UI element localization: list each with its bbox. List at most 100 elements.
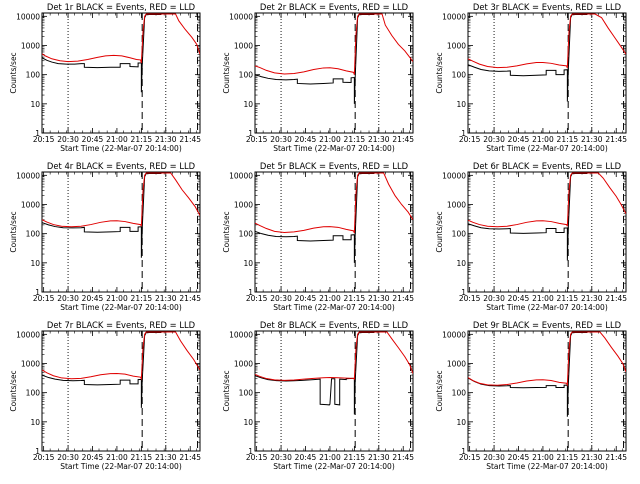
x-tick-label: 20:45 [82, 294, 104, 303]
x-axis-label: Start Time (22-Mar-07 20:14:00) [60, 462, 182, 471]
y-tick-label: 1 [248, 447, 253, 456]
x-tick-label: 20:15 [33, 294, 55, 303]
x-tick-label: 21:45 [179, 453, 201, 462]
x-tick-label: 21:45 [392, 135, 414, 144]
y-tick-label: 100 [452, 230, 467, 239]
y-axis-label: Counts/sec [222, 52, 231, 93]
x-tick-label: 21:15 [344, 453, 366, 462]
y-tick-label: 1000 [21, 41, 40, 50]
y-axis-label: Counts/sec [9, 211, 18, 252]
x-tick-label: 20:30 [270, 294, 292, 303]
x-tick-label: 21:30 [581, 294, 603, 303]
x-tick-label: 21:15 [557, 453, 579, 462]
x-tick-label: 21:45 [392, 453, 414, 462]
lld-series-line [255, 13, 413, 75]
x-tick-label: 21:30 [155, 135, 177, 144]
y-tick-label: 100 [452, 71, 467, 80]
x-tick-label: 20:30 [270, 135, 292, 144]
events-series-line [255, 13, 383, 104]
y-axis-label: Counts/sec [435, 370, 444, 411]
y-tick-label: 10 [30, 418, 40, 427]
x-tick-label: 20:15 [246, 453, 268, 462]
x-axis-label: Start Time (22-Mar-07 20:14:00) [486, 144, 608, 153]
x-tick-label: 20:30 [483, 294, 505, 303]
x-axis-label: Start Time (22-Mar-07 20:14:00) [60, 144, 182, 153]
events-series-line [42, 172, 171, 258]
y-axis-label: Counts/sec [222, 370, 231, 411]
panel-title: Det 3r BLACK = Events, RED = LLD [473, 2, 621, 12]
y-tick-label: 10000 [16, 330, 40, 339]
x-tick-label: 21:15 [344, 135, 366, 144]
panel-title: Det 2r BLACK = Events, RED = LLD [260, 2, 408, 12]
x-tick-label: 21:15 [131, 294, 153, 303]
y-tick-label: 1 [248, 288, 253, 297]
y-tick-label: 10000 [229, 330, 253, 339]
lld-series-line [468, 13, 626, 69]
x-tick-label: 20:30 [483, 453, 505, 462]
x-axis-label: Start Time (22-Mar-07 20:14:00) [273, 303, 395, 312]
x-tick-label: 21:30 [368, 294, 390, 303]
y-tick-label: 100 [26, 71, 41, 80]
x-tick-label: 21:00 [319, 135, 341, 144]
x-axis-label: Start Time (22-Mar-07 20:14:00) [486, 303, 608, 312]
x-tick-label: 21:00 [532, 453, 554, 462]
y-tick-label: 1 [461, 129, 466, 138]
y-axis-label: Counts/sec [435, 211, 444, 252]
lld-series-line [42, 172, 200, 228]
x-tick-label: 20:30 [57, 453, 79, 462]
y-axis-label: Counts/sec [222, 211, 231, 252]
x-tick-label: 20:15 [246, 135, 268, 144]
panel-3: Det 3r BLACK = Events, RED = LLD 1 10 100 10… [435, 2, 627, 153]
x-tick-label: 20:15 [33, 135, 55, 144]
panel-title: Det 6r BLACK = Events, RED = LLD [473, 161, 621, 171]
x-tick-label: 20:45 [508, 135, 530, 144]
x-tick-label: 20:15 [246, 294, 268, 303]
x-tick-label: 20:30 [57, 294, 79, 303]
y-tick-label: 10 [243, 418, 253, 427]
x-tick-label: 20:30 [483, 135, 505, 144]
y-tick-label: 10000 [442, 171, 466, 180]
y-tick-label: 1 [35, 447, 40, 456]
y-tick-label: 10000 [16, 12, 40, 21]
x-tick-label: 21:30 [581, 453, 603, 462]
panel-title: Det 7r BLACK = Events, RED = LLD [47, 320, 195, 330]
events-series-line [42, 331, 176, 408]
x-tick-label: 21:30 [581, 135, 603, 144]
x-tick-label: 21:45 [605, 135, 627, 144]
y-tick-label: 100 [239, 71, 254, 80]
x-tick-label: 21:45 [605, 294, 627, 303]
x-tick-label: 21:00 [106, 453, 128, 462]
y-axis-label: Counts/sec [435, 52, 444, 93]
x-tick-label: 21:30 [155, 453, 177, 462]
plot-frame [254, 330, 414, 452]
y-tick-label: 10 [30, 100, 40, 109]
lld-series-line [468, 331, 626, 387]
y-tick-label: 10 [243, 259, 253, 268]
y-tick-label: 10000 [442, 12, 466, 21]
x-tick-label: 20:45 [82, 453, 104, 462]
lld-series-line [255, 331, 413, 381]
y-tick-label: 1 [248, 129, 253, 138]
y-tick-label: 1 [35, 288, 40, 297]
x-tick-label: 21:00 [319, 453, 341, 462]
x-tick-label: 20:45 [82, 135, 104, 144]
panel-title: Det 8r BLACK = Events, RED = LLD [260, 320, 408, 330]
plot-frame [467, 330, 627, 452]
lld-series-line [42, 13, 200, 64]
panel-6: Det 6r BLACK = Events, RED = LLD 1 10 100 10… [435, 161, 627, 312]
panel-title: Det 1r BLACK = Events, RED = LLD [47, 2, 195, 12]
y-tick-label: 10 [30, 259, 40, 268]
lld-series-line [468, 172, 626, 228]
x-tick-label: 20:30 [270, 453, 292, 462]
y-tick-label: 1000 [234, 359, 253, 368]
plot-frame [41, 330, 201, 452]
plot-frame [254, 171, 414, 293]
y-tick-label: 100 [26, 389, 41, 398]
plot-frame [467, 171, 627, 293]
x-tick-label: 21:45 [392, 294, 414, 303]
y-tick-label: 1000 [234, 41, 253, 50]
x-tick-label: 20:45 [295, 453, 317, 462]
panel-4: Det 4r BLACK = Events, RED = LLD 1 10 100 10… [9, 161, 201, 312]
